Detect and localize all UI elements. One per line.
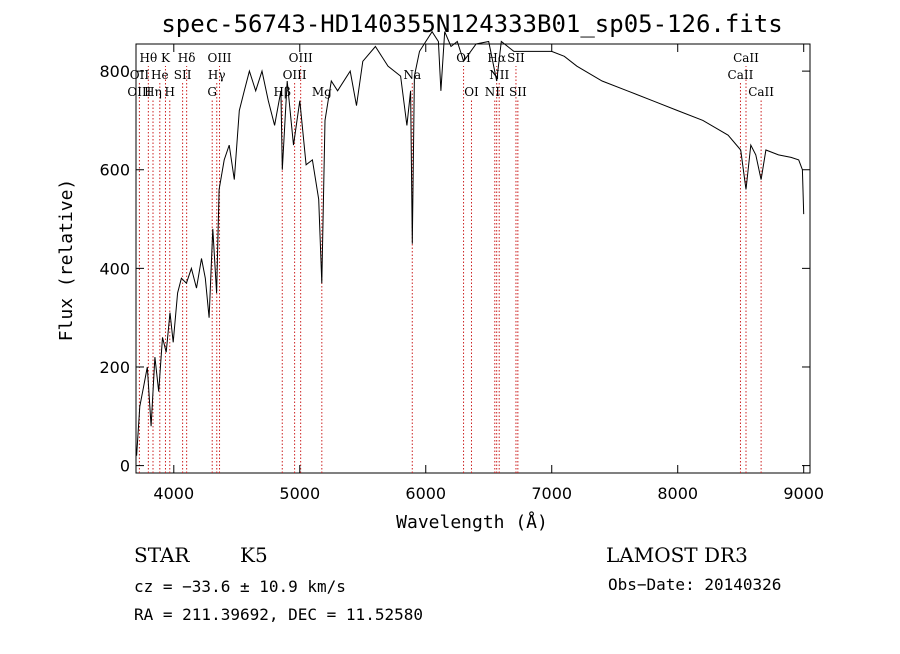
spectral-line-label: OI [456, 51, 471, 65]
spectral-line-label: NII [489, 68, 509, 82]
redshift-text: cz = −33.6 ± 10.9 km/s [134, 577, 346, 596]
object-subclass: K5 [240, 543, 268, 567]
spectral-line-label: Hη [144, 85, 162, 99]
x-tick-label: 6000 [405, 484, 446, 503]
spectral-line-label: H [165, 85, 175, 99]
spectral-line-markers [138, 66, 762, 473]
survey-name: LAMOST DR3 [606, 543, 748, 567]
y-tick-label: 800 [99, 62, 130, 81]
spectral-line-label: Mg [312, 85, 332, 99]
x-tick-label: 7000 [531, 484, 572, 503]
x-tick-label: 9000 [783, 484, 824, 503]
y-tick-label: 600 [99, 161, 130, 180]
axis-tick-labels: 4000 5000 6000 7000 8000 9000 0 200 400 600 800 [99, 62, 824, 503]
spectral-line-label: OII [130, 68, 150, 82]
spectral-line-label: He [151, 68, 169, 82]
spectral-line-label: CaII [728, 68, 754, 82]
x-tick-label: 5000 [279, 484, 320, 503]
object-class: STAR [134, 543, 190, 567]
spectral-line-label: SII [174, 68, 192, 82]
axis-ticks [136, 44, 810, 473]
spectral-line-label: K [161, 51, 171, 65]
spectral-line-label: Na [403, 68, 421, 82]
spectral-line-label: OIII [283, 68, 307, 82]
spectral-line-label: Hθ [139, 51, 157, 65]
observation-date: Obs−Date: 20140326 [608, 575, 781, 594]
x-axis-label: Wavelength (Å) [396, 511, 548, 533]
spectral-line-label: SII [509, 85, 527, 99]
spectral-line-label: CaII [733, 51, 759, 65]
spectral-line-label: Hδ [178, 51, 196, 65]
spectral-line-label: OIII [289, 51, 313, 65]
spectral-line-label: Hγ [208, 68, 226, 82]
x-tick-label: 4000 [153, 484, 194, 503]
spectral-line-label: CaII [748, 85, 774, 99]
spectral-line-label: Hα [487, 51, 506, 65]
y-axis-label: Flux (relative) [56, 179, 77, 342]
coordinates-text: RA = 211.39692, DEC = 11.52580 [134, 605, 423, 624]
spectral-line-label: OI [464, 85, 479, 99]
y-tick-label: 0 [120, 457, 130, 476]
chart-title: spec-56743-HD140355N124333B01_sp05-126.f… [161, 10, 782, 38]
spectral-line-label: OIII [207, 51, 231, 65]
plot-frame [135, 43, 811, 474]
spectrum-series-line [136, 30, 805, 456]
y-tick-label: 400 [99, 259, 130, 278]
spectral-line-label: OIII [127, 85, 151, 99]
spectral-line-label: G [207, 85, 217, 99]
spectral-line-label: SII [507, 51, 525, 65]
y-tick-label: 200 [99, 358, 130, 377]
x-tick-label: 8000 [657, 484, 698, 503]
spectral-line-label: NII [485, 85, 505, 99]
